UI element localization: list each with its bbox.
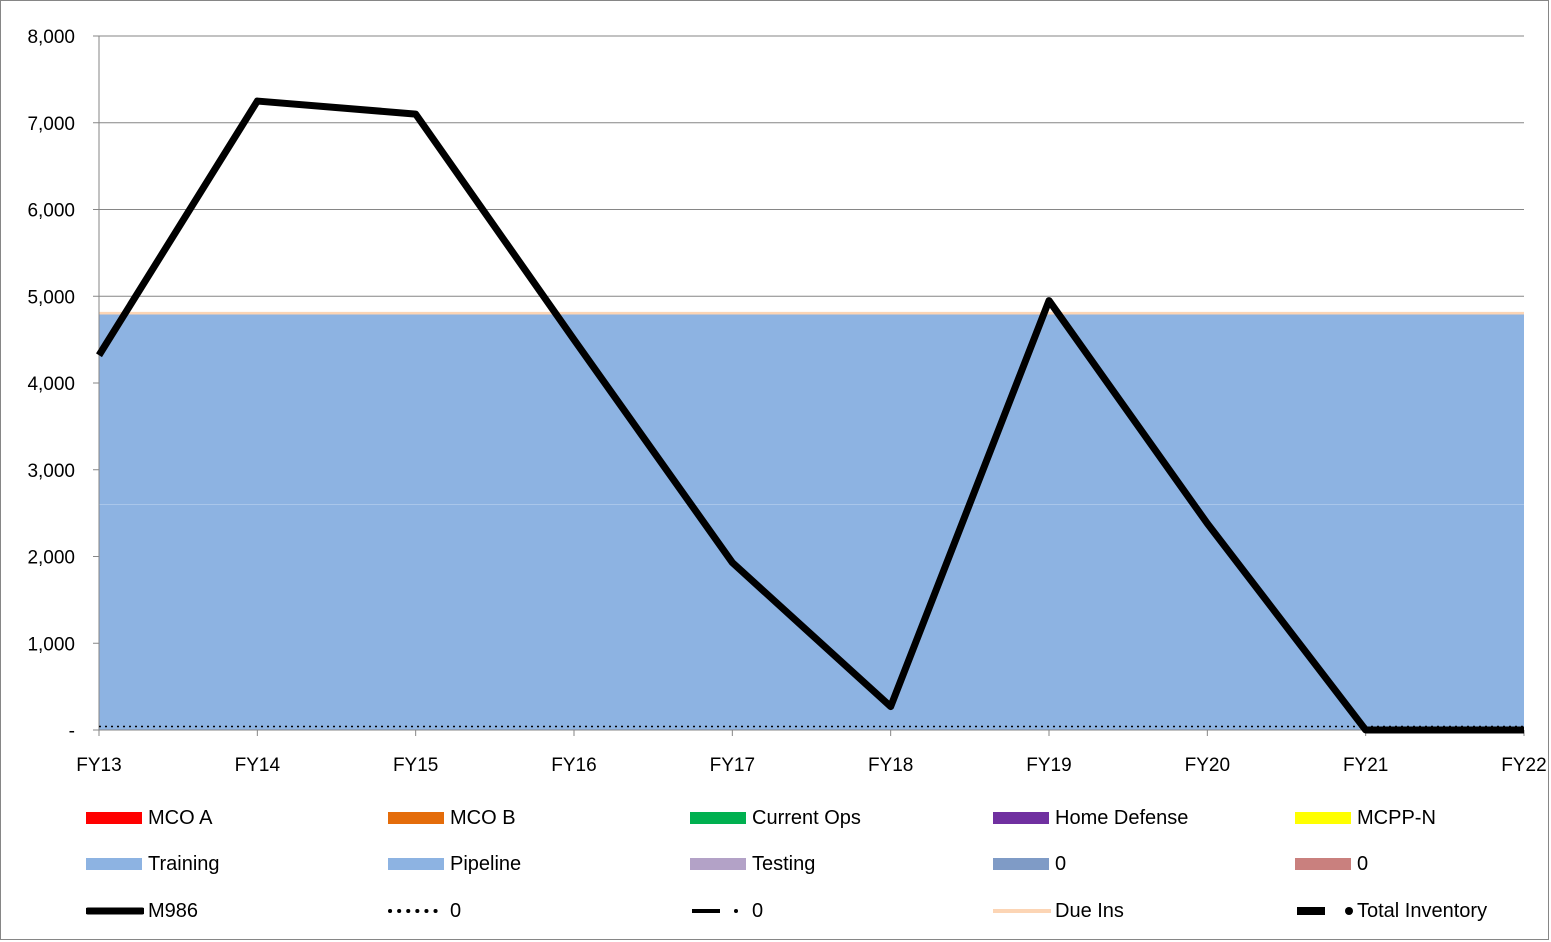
legend-item: 0 [1295, 852, 1368, 876]
x-tick-label: FY21 [1343, 755, 1388, 776]
x-tick-label: FY19 [1026, 755, 1071, 776]
legend-label: Home Defense [1055, 806, 1189, 829]
legend-swatch [692, 909, 738, 913]
legend-item: Training [86, 852, 220, 876]
legend-label: Total Inventory [1357, 899, 1488, 922]
x-tick-label: FY13 [76, 755, 121, 776]
legend-item: MCO B [388, 806, 516, 830]
legend-item: M986 [86, 899, 198, 923]
legend-label: 0 [1055, 852, 1067, 875]
legend-swatch [993, 909, 1051, 913]
inventory-chart: - 1,000 2,000 3,000 4,000 5,000 6,000 7,000 8,00… [27, 27, 1546, 776]
x-tick-label: FY22 [1501, 755, 1546, 776]
legend-item: MCPP-N [1295, 806, 1436, 830]
x-tick-label: FY18 [868, 755, 913, 776]
legend-item: 0 [388, 899, 461, 923]
legend-label: Current Ops [752, 806, 861, 829]
series-line-m986 [96, 97, 1524, 734]
legend-label: 0 [450, 899, 462, 922]
legend-item: Current Ops [690, 806, 861, 830]
legend-swatch [86, 812, 142, 824]
legend-item: Testing [690, 852, 815, 876]
x-tick-label: FY15 [393, 755, 438, 776]
legend-label: Testing [752, 852, 816, 875]
legend-item: Total Inventory [1295, 899, 1487, 923]
legend-swatch [690, 812, 746, 824]
y-tick-label: - [69, 721, 75, 742]
legend-label: M986 [148, 899, 199, 922]
legend-label: MCO B [450, 806, 516, 829]
legend-item: 0 [690, 899, 763, 923]
legend-swatch [1295, 812, 1351, 824]
y-tick-label: 6,000 [27, 201, 75, 222]
legend-label: Due Ins [1055, 899, 1124, 922]
y-tick-label: 2,000 [27, 548, 75, 569]
y-tick-label: 1,000 [27, 634, 75, 655]
legend-item: Due Ins [993, 899, 1124, 923]
legend-label: 0 [752, 899, 764, 922]
area-due-ins [99, 311, 1524, 315]
legend-item: 0 [993, 852, 1066, 876]
y-tick-label: 7,000 [27, 114, 75, 135]
legend-swatch [690, 858, 746, 870]
area-training [99, 504, 1524, 730]
legend-item: Home Defense [993, 806, 1188, 830]
y-tick-label: 3,000 [27, 461, 75, 482]
legend-swatch [993, 858, 1049, 870]
y-tick-label: 5,000 [27, 287, 75, 308]
legend-swatch [86, 858, 142, 870]
y-tick-label: 4,000 [27, 374, 75, 395]
legend-swatch [388, 812, 444, 824]
legend-item: Pipeline [388, 852, 521, 876]
legend-swatch [388, 909, 446, 913]
x-tick-label: FY16 [551, 755, 596, 776]
y-tick-label: 8,000 [27, 27, 75, 48]
legend-swatch [1295, 858, 1351, 870]
x-tick-label: FY14 [235, 755, 281, 776]
x-tick-label: FY17 [710, 755, 755, 776]
legend-label: 0 [1357, 852, 1369, 875]
legend-swatch [1297, 907, 1353, 915]
x-tick-label: FY20 [1185, 755, 1230, 776]
legend-swatch [86, 907, 144, 915]
legend-swatch [993, 812, 1049, 824]
area-pipeline [99, 314, 1524, 505]
legend-swatch [388, 858, 444, 870]
legend-label: Training [148, 852, 220, 875]
legend-label: Pipeline [450, 852, 522, 875]
legend-item: MCO A [86, 806, 212, 830]
legend-label: MCO A [148, 806, 213, 829]
legend-label: MCPP-N [1357, 806, 1436, 829]
